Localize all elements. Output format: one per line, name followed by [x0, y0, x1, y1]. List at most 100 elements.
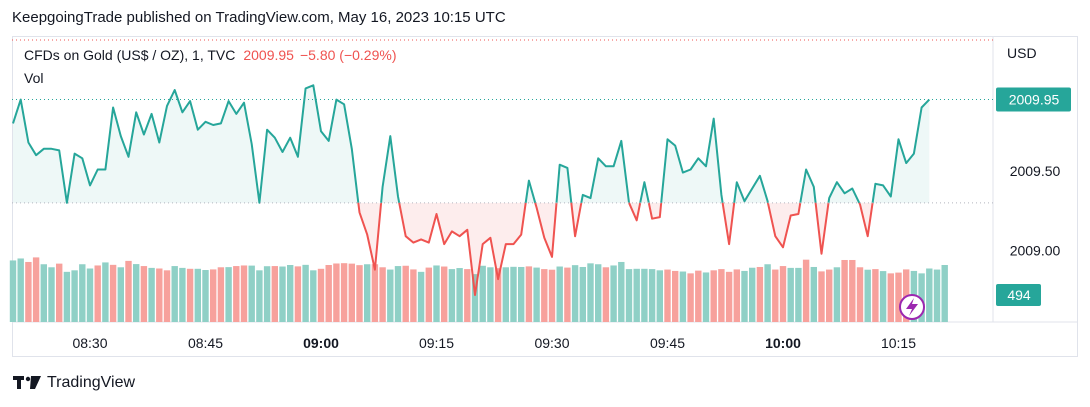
price-line-down[interactable] — [534, 202, 558, 258]
area-fill-above — [13, 85, 359, 203]
price-line-down[interactable] — [628, 202, 642, 222]
footer-brand[interactable]: TradingView — [13, 374, 135, 392]
volume-bar — [641, 268, 648, 322]
volume-bar — [718, 269, 725, 322]
price-line-up[interactable] — [12, 84, 360, 204]
volume-bar — [664, 269, 671, 322]
volume-bar — [856, 267, 864, 322]
price-line-down[interactable] — [398, 202, 527, 296]
price-line-down[interactable] — [814, 202, 830, 255]
volume-bar — [333, 263, 340, 322]
area-fill-above — [381, 136, 400, 203]
publisher-header: KeepgoingTrade published on TradingView.… — [12, 9, 506, 26]
volume-bar — [672, 270, 679, 322]
volume-bar — [702, 272, 710, 322]
volume-tag[interactable] — [996, 284, 1041, 306]
time-tick-label: 09:00 — [303, 335, 339, 351]
volume-bar — [371, 264, 379, 322]
area-fill-below — [535, 202, 557, 257]
volume-bar — [756, 266, 764, 322]
price-line-up[interactable] — [871, 98, 931, 203]
last-price-tag-label: 2009.95 — [1009, 92, 1060, 108]
volume-bar — [587, 263, 594, 322]
volume-bar — [656, 270, 663, 322]
volume-bar — [364, 264, 371, 322]
price-line-up[interactable] — [733, 174, 769, 203]
volume-bar — [140, 266, 148, 322]
volume-bar — [310, 270, 317, 322]
time-tick-label: 08:30 — [72, 335, 107, 351]
price-line-up[interactable] — [660, 117, 724, 203]
volume-bar — [787, 267, 794, 322]
volume-bar — [317, 268, 325, 322]
volume-bar — [156, 268, 163, 322]
price-line-up[interactable] — [524, 179, 537, 204]
volume-bar — [163, 270, 171, 322]
price-line-up[interactable] — [580, 139, 630, 203]
footer-brand-text: TradingView — [47, 374, 136, 391]
price-axis[interactable]: 2009.00 2009.50 2009.95 494 — [996, 87, 1071, 306]
volume-bar — [918, 273, 925, 322]
volume-bar — [133, 264, 140, 322]
volume-legend[interactable]: Vol — [24, 70, 44, 86]
volume-bar — [941, 265, 948, 322]
volume-bar — [71, 270, 78, 322]
volume-bar — [533, 267, 540, 322]
price-line-up[interactable] — [827, 181, 861, 204]
volume-bar — [779, 266, 787, 322]
price-line-down[interactable] — [570, 202, 583, 238]
volume-bar — [125, 260, 132, 322]
price-line-up[interactable] — [639, 181, 650, 204]
price-line[interactable] — [12, 84, 931, 296]
area-fill-above — [661, 118, 723, 203]
volume-bar — [32, 257, 40, 322]
volume-bar — [148, 267, 155, 322]
volume-bar — [695, 270, 702, 322]
volume-bar — [194, 268, 201, 322]
legend-change: −5.80 (−0.29%) — [299, 47, 397, 63]
symbol-title[interactable]: CFDs on Gold (US$ / OZ), 1, TVC — [24, 47, 236, 63]
volume-bar — [564, 267, 571, 322]
volume-bar — [887, 273, 894, 322]
volume-bar — [356, 265, 363, 322]
volume-bar — [302, 264, 309, 322]
volume-bar — [63, 271, 71, 322]
volume-bar — [256, 270, 263, 322]
area-fill-below — [399, 202, 526, 295]
symbol-legend[interactable]: CFDs on Gold (US$ / OZ), 1, TVC 2009.95 −5… — [24, 47, 396, 63]
currency-label[interactable]: USD — [1007, 45, 1037, 61]
price-line-up[interactable] — [799, 168, 817, 203]
volume-bar — [633, 268, 640, 322]
lightning-icon[interactable] — [899, 294, 925, 320]
volume-bar — [233, 266, 240, 322]
time-axis[interactable]: 08:30 08:45 09:00 09:15 09:30 09:45 10:00 10:15 — [72, 335, 916, 351]
last-price-tag[interactable] — [996, 87, 1071, 112]
price-line-down[interactable] — [858, 202, 874, 238]
volume-bar — [448, 269, 456, 322]
price-tick-label: 2009.00 — [1010, 243, 1061, 259]
price-line-down[interactable] — [721, 202, 736, 246]
price-line-down[interactable] — [357, 202, 383, 271]
volume-bar — [510, 266, 517, 322]
volume-bar — [287, 265, 294, 322]
volume-bar — [648, 269, 656, 322]
volume-bar — [94, 265, 101, 322]
volume-bar — [248, 265, 255, 322]
volume-bar — [841, 259, 848, 322]
price-line-down[interactable] — [766, 202, 802, 249]
volume-bar — [595, 264, 602, 322]
volume-bar — [171, 266, 178, 322]
volume-bar — [217, 267, 225, 322]
volume-bar — [56, 263, 63, 322]
price-line-up[interactable] — [380, 135, 401, 203]
price-line-down[interactable] — [647, 202, 663, 220]
area-fill-below — [358, 202, 382, 270]
time-tick-label: 09:45 — [650, 335, 685, 351]
volume-bar — [263, 266, 271, 322]
price-line-up[interactable] — [555, 163, 573, 203]
volume-bar — [826, 269, 833, 322]
volume-bars — [9, 257, 948, 322]
volume-bar — [210, 269, 217, 322]
volume-bar — [433, 265, 440, 322]
